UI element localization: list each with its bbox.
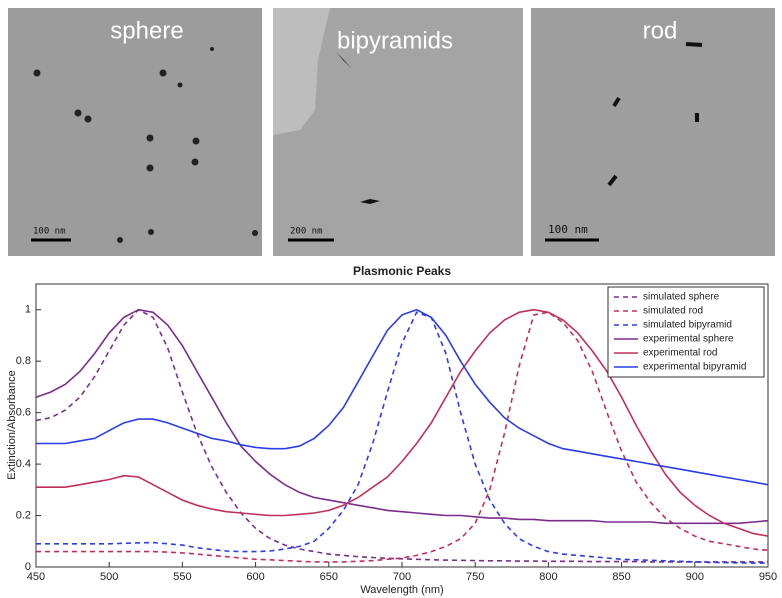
scale-bar-label: 200 nm bbox=[290, 227, 323, 237]
legend-label: simulated sphere bbox=[643, 292, 720, 303]
legend-label: experimental bipyramid bbox=[643, 362, 746, 373]
x-tick-label: 500 bbox=[100, 571, 118, 583]
tem-panel: rod 100 nm bbox=[531, 8, 775, 256]
y-tick-label: 0.2 bbox=[16, 509, 31, 521]
scale-bar-label: 100 nm bbox=[548, 223, 588, 236]
y-tick-label: 0.4 bbox=[16, 458, 31, 470]
tem-image bbox=[531, 8, 775, 256]
tem-panel: bipyramids 200 nm bbox=[273, 8, 523, 256]
scale-bar-label: 100 nm bbox=[33, 227, 66, 237]
x-tick-label: 800 bbox=[539, 571, 557, 583]
image-label: sphere bbox=[110, 17, 183, 44]
y-tick-label: 1 bbox=[25, 304, 31, 316]
legend-label: simulated bipyramid bbox=[643, 320, 732, 331]
legend-label: experimental rod bbox=[643, 348, 717, 359]
x-axis-label: Wavelength (nm) bbox=[360, 584, 443, 596]
y-tick-label: 0.8 bbox=[16, 355, 31, 367]
image-label: rod bbox=[643, 17, 678, 44]
y-tick-label: 0 bbox=[25, 561, 31, 573]
x-tick-label: 950 bbox=[759, 571, 777, 583]
x-tick-label: 600 bbox=[246, 571, 264, 583]
figure: sphere 100 nm bipyramids 200 nm rod 100 … bbox=[0, 0, 782, 598]
legend-label: simulated rod bbox=[643, 306, 703, 317]
tem-panel: sphere 100 nm bbox=[8, 8, 262, 256]
image-label: bipyramids bbox=[337, 27, 453, 54]
x-tick-label: 650 bbox=[320, 571, 338, 583]
y-tick-label: 0.6 bbox=[16, 407, 31, 419]
x-tick-label: 750 bbox=[466, 571, 484, 583]
x-tick-label: 850 bbox=[612, 571, 630, 583]
x-tick-label: 700 bbox=[393, 571, 411, 583]
tem-image bbox=[8, 8, 262, 256]
chart-title: Plasmonic Peaks bbox=[353, 264, 451, 278]
x-tick-label: 550 bbox=[173, 571, 191, 583]
legend-label: experimental sphere bbox=[643, 334, 734, 345]
x-tick-label: 900 bbox=[686, 571, 704, 583]
